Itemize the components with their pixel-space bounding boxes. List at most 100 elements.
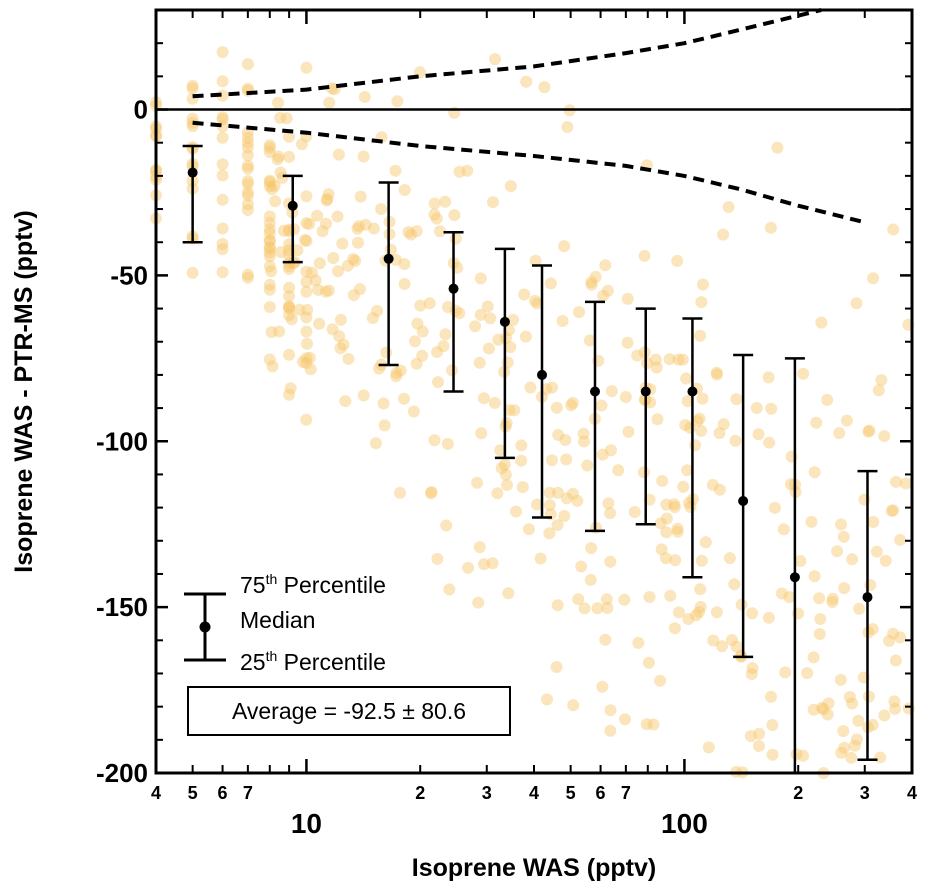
scatter-point: [649, 353, 662, 366]
scatter-point: [434, 225, 446, 238]
scatter-point: [274, 111, 287, 124]
scatter-point: [272, 96, 284, 109]
scatter-point: [878, 709, 891, 722]
scatter-point: [443, 583, 456, 596]
scatter-point: [575, 560, 588, 573]
scatter-point: [241, 131, 254, 144]
scatter-point: [600, 593, 613, 606]
scatter-point: [797, 749, 810, 762]
scatter-point: [522, 523, 535, 536]
scatter-point: [410, 357, 423, 370]
scatter-point: [863, 424, 876, 437]
scatter-point: [874, 751, 887, 764]
scatter-point: [622, 425, 635, 438]
scatter-point: [336, 237, 349, 250]
scatter-point: [501, 356, 514, 369]
scatter-point: [601, 284, 614, 297]
scatter-point: [322, 284, 335, 297]
scatter-point: [866, 623, 879, 636]
scatter-point: [337, 338, 350, 351]
scatter-point: [850, 297, 863, 310]
scatter-point: [604, 507, 617, 520]
scatter-point: [605, 385, 618, 398]
scatter-point: [572, 593, 585, 606]
x-minor-tick-label: 4: [151, 783, 161, 803]
scatter-point: [852, 714, 865, 727]
scatter-point: [669, 554, 682, 567]
scatter-point: [660, 526, 673, 539]
scatter-point: [416, 349, 429, 362]
scatter-point: [641, 357, 653, 369]
scatter-point: [491, 487, 504, 500]
scatter-point: [642, 656, 655, 669]
scatter-point: [472, 596, 485, 609]
scatter-point: [431, 552, 444, 565]
scatter-point: [681, 395, 694, 408]
scatter-point: [543, 486, 556, 499]
scatter-point: [713, 427, 726, 440]
scatter-point: [351, 222, 364, 235]
scatter-point: [431, 346, 444, 358]
scatter-point: [377, 397, 390, 410]
scatter-point: [300, 190, 313, 203]
scatter-point: [300, 285, 313, 298]
scatter-point: [870, 545, 883, 558]
scatter-point: [394, 364, 407, 377]
scatter-point: [342, 352, 355, 365]
scatter-point: [316, 225, 329, 238]
scatter-point: [671, 522, 684, 535]
scatter-point: [319, 285, 332, 298]
scatter-point: [453, 307, 466, 320]
scatter-point: [702, 741, 715, 754]
scatter-point: [710, 606, 723, 619]
legend-median-marker: [199, 621, 211, 633]
scatter-point: [676, 353, 689, 366]
scatter-point: [425, 486, 438, 498]
scatter-point: [263, 301, 276, 313]
scatter-point: [446, 364, 458, 377]
scatter-point: [840, 414, 853, 427]
scatter-point: [518, 288, 531, 301]
scatter-point: [474, 308, 487, 321]
scatter-point: [503, 404, 516, 417]
scatter-point: [359, 218, 372, 231]
scatter-point: [295, 138, 308, 151]
scatter-point: [888, 695, 901, 708]
scatter-point: [538, 81, 551, 94]
scatter-point: [546, 454, 558, 467]
median-marker: [687, 386, 698, 397]
scatter-point: [241, 271, 254, 284]
median-marker: [640, 386, 651, 397]
legend-p75: 75th Percentile: [240, 571, 386, 598]
scatter-point: [462, 561, 475, 574]
scatter-point: [821, 393, 834, 406]
scatter-point: [313, 257, 326, 270]
scatter-point: [647, 718, 660, 731]
scatter-point: [753, 727, 766, 740]
scatter-point: [494, 444, 507, 457]
scatter-point: [469, 320, 482, 333]
upper-dashed-line: [192, 8, 822, 99]
scatter-point: [277, 224, 290, 237]
scatter-point: [889, 654, 902, 667]
scatter-point: [449, 304, 462, 317]
scatter-point: [263, 216, 276, 229]
scatter-point: [283, 300, 296, 313]
scatter-point: [309, 274, 322, 287]
scatter-point: [643, 591, 656, 603]
scatter-point: [890, 475, 902, 488]
scatter-point: [334, 342, 347, 355]
scatter-point: [735, 598, 748, 611]
scatter-point: [707, 634, 720, 647]
scatter-point: [887, 504, 900, 517]
x-minor-tick-label: 5: [566, 783, 576, 803]
scatter-point: [529, 294, 541, 307]
scatter-point: [677, 480, 690, 493]
scatter-point: [894, 631, 907, 644]
x-minor-tick-label: 2: [793, 783, 803, 803]
scatter-point: [578, 602, 591, 615]
scatter-point: [612, 464, 625, 477]
scatter-point: [777, 523, 790, 536]
scatter-point: [894, 533, 906, 546]
y-tick-label: -50: [110, 260, 148, 290]
